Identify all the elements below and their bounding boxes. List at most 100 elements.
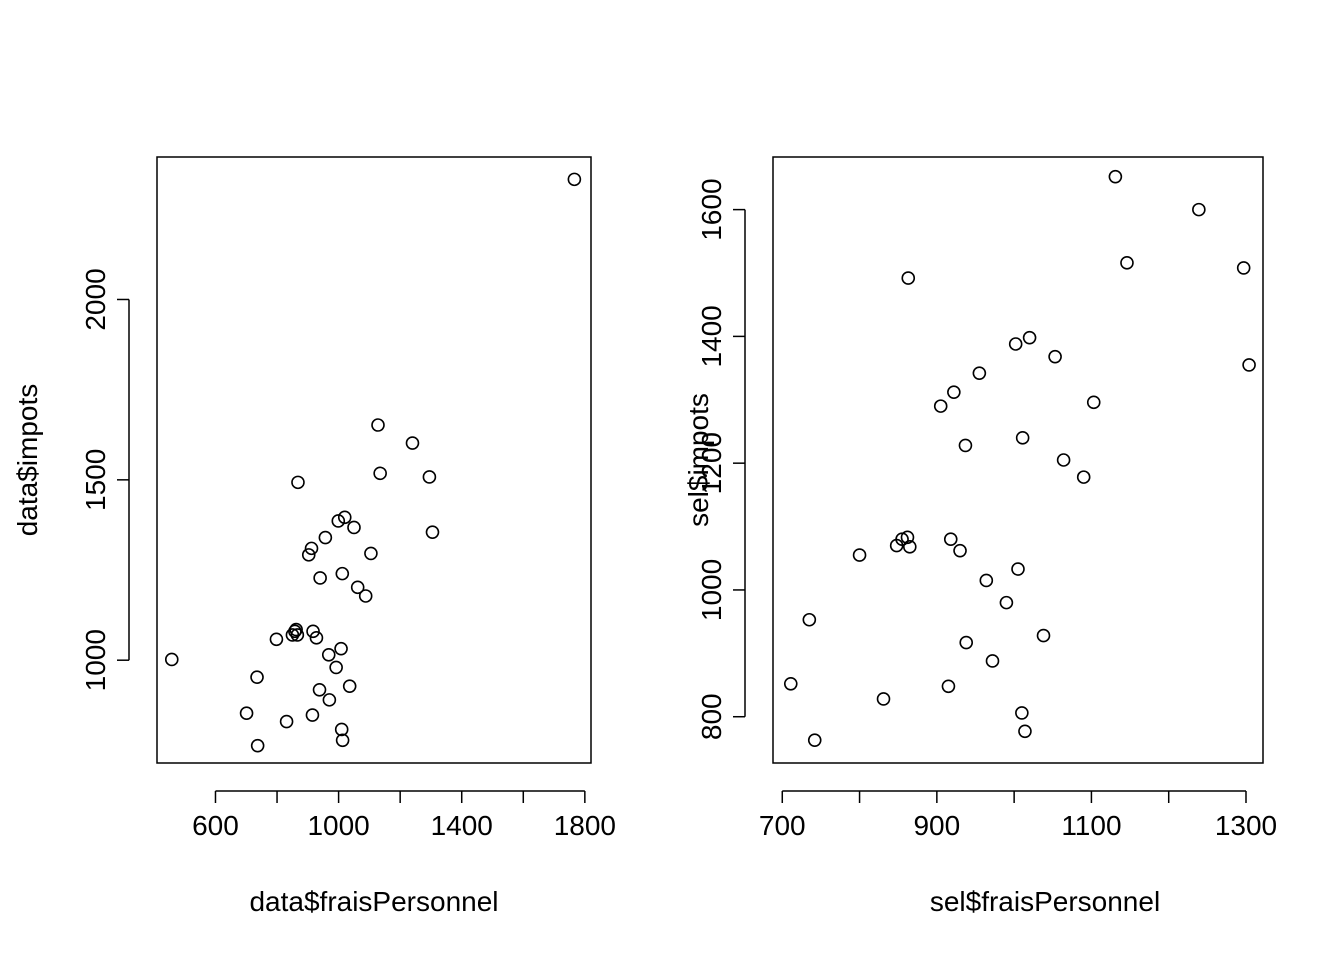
data-point xyxy=(933,399,948,413)
data-point xyxy=(305,708,320,722)
data-point xyxy=(1048,349,1062,364)
scatter-panel-left: 600 1000 1400 1800 1000 1500 2000 data$fraisP… xyxy=(12,156,616,917)
data-point xyxy=(304,541,319,556)
data-point xyxy=(807,733,822,747)
points-group xyxy=(164,172,582,753)
data-point xyxy=(347,520,361,535)
data-point xyxy=(1192,202,1206,217)
data-point xyxy=(1011,562,1025,576)
y-tick-label: 1200 xyxy=(696,432,727,494)
data-point xyxy=(164,652,179,667)
x-axis-title: data$fraisPersonnel xyxy=(249,886,498,917)
data-point xyxy=(350,580,365,595)
data-point xyxy=(900,530,915,545)
data-point xyxy=(902,540,917,554)
x-tick-label: 1400 xyxy=(431,810,493,841)
data-point xyxy=(322,693,337,707)
y-tick-label: 1400 xyxy=(696,305,727,367)
x-axis-title: sel$fraisPersonnel xyxy=(930,886,1160,917)
data-point xyxy=(239,706,254,721)
data-point xyxy=(1015,431,1030,445)
data-point xyxy=(1015,706,1029,720)
data-point xyxy=(941,679,956,694)
data-point xyxy=(291,475,305,490)
x-tick-label: 900 xyxy=(913,810,960,841)
y-tick-label: 2000 xyxy=(80,268,111,330)
data-point xyxy=(290,628,305,642)
data-point xyxy=(279,714,294,729)
y-axis: 1000 1500 2000 xyxy=(80,268,130,691)
data-point xyxy=(1086,395,1101,410)
data-point xyxy=(312,682,327,697)
data-point xyxy=(1008,337,1023,351)
x-tick-label: 700 xyxy=(759,810,806,841)
data-point xyxy=(1242,358,1256,372)
data-point xyxy=(335,733,350,748)
data-point xyxy=(250,738,265,753)
y-tick-label: 1500 xyxy=(80,449,111,511)
data-point xyxy=(901,271,916,285)
data-point xyxy=(337,510,352,525)
data-point xyxy=(335,566,350,581)
data-point xyxy=(334,722,349,737)
data-point xyxy=(422,470,437,484)
data-point xyxy=(425,525,440,539)
data-point xyxy=(979,573,994,588)
data-point xyxy=(876,692,891,706)
data-point xyxy=(1076,470,1091,484)
data-point xyxy=(250,670,264,684)
y-axis-title: sel$impots xyxy=(683,393,714,527)
y-axis: 800 1000 1200 1400 1600 xyxy=(696,178,746,740)
data-point xyxy=(373,466,387,481)
data-point xyxy=(371,418,385,432)
y-tick-label: 1600 xyxy=(696,178,727,240)
data-point xyxy=(783,676,798,691)
data-point xyxy=(342,679,357,693)
data-point xyxy=(953,543,967,558)
x-tick-label: 1800 xyxy=(554,810,616,841)
data-point xyxy=(567,172,582,187)
data-point xyxy=(1120,256,1134,270)
data-point xyxy=(972,366,987,380)
y-axis-title: data$impots xyxy=(12,384,43,537)
data-point xyxy=(313,571,327,585)
data-point xyxy=(1056,453,1071,467)
data-point xyxy=(802,612,817,627)
data-point xyxy=(321,647,336,662)
data-point xyxy=(1108,169,1123,184)
data-point xyxy=(318,530,333,545)
data-point xyxy=(958,438,973,453)
data-point xyxy=(269,632,284,647)
x-axis: 700 900 1100 1300 xyxy=(759,790,1277,841)
data-point xyxy=(1036,628,1051,643)
y-tick-label: 1000 xyxy=(696,559,727,621)
x-axis: 600 1000 1400 1800 xyxy=(192,790,616,841)
x-tick-label: 600 xyxy=(192,810,239,841)
data-point xyxy=(1018,724,1032,739)
plot-frame xyxy=(772,156,1264,764)
data-point xyxy=(301,548,316,562)
data-point xyxy=(364,546,378,561)
data-point xyxy=(405,436,420,450)
data-point xyxy=(288,624,302,639)
y-tick-label: 800 xyxy=(696,693,727,740)
data-point xyxy=(985,654,1000,668)
data-point xyxy=(999,595,1014,610)
data-point xyxy=(943,532,958,547)
y-tick-label: 1000 xyxy=(80,629,111,691)
data-point xyxy=(1236,261,1251,275)
plot-frame xyxy=(156,156,592,764)
x-tick-label: 1300 xyxy=(1215,810,1277,841)
data-point xyxy=(1022,330,1037,345)
x-tick-label: 1000 xyxy=(307,810,369,841)
data-point xyxy=(329,660,343,675)
data-point xyxy=(852,548,867,562)
data-point xyxy=(309,631,324,645)
data-point xyxy=(334,641,348,656)
points-group xyxy=(783,169,1256,747)
data-point xyxy=(959,635,974,650)
x-tick-label: 1100 xyxy=(1061,810,1121,841)
data-point xyxy=(947,385,961,399)
data-point xyxy=(358,589,373,603)
